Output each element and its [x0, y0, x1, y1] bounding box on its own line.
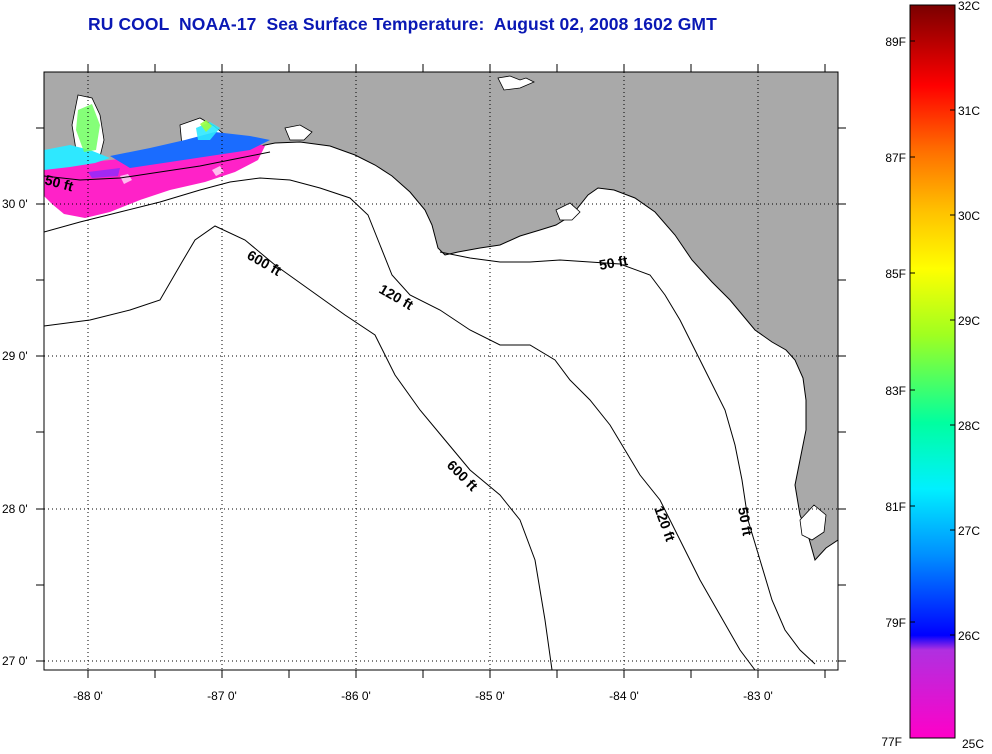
contour-label-50ft-west: 50 ft — [43, 171, 75, 194]
lon-label-86: -86 0' — [341, 689, 371, 703]
cb-label-32c: 32C — [958, 0, 980, 13]
colorbar-gradient — [909, 4, 956, 739]
cb-label-26c: 26C — [958, 629, 980, 643]
lat-label-27: 27 0' — [2, 654, 28, 668]
contour-label-50ft-south: 50 ft — [735, 506, 756, 537]
contour-label-50ft-north: 50 ft — [598, 252, 629, 273]
graticule — [44, 72, 838, 670]
contour-120ft — [44, 177, 756, 670]
right-ticks — [838, 127, 846, 662]
cb-label-25c: 25C — [962, 737, 984, 751]
sst-data-patch — [44, 104, 270, 218]
cb-label-28c: 28C — [958, 419, 980, 433]
lat-label-28: 28 0' — [2, 502, 28, 516]
contours — [44, 151, 816, 670]
bottom-ticks — [87, 670, 826, 678]
lon-label-84: -84 0' — [609, 689, 639, 703]
map-title: RU COOL NOAA-17 Sea Surface Temperature:… — [88, 14, 717, 34]
colorbar: 32C 31C 30C 29C 28C 27C 26C 25C 89F 87F … — [881, 0, 984, 751]
tampa-bay — [799, 504, 827, 541]
cb-label-31c: 31C — [958, 104, 980, 118]
cb-label-30c: 30C — [958, 209, 980, 223]
lon-label-83: -83 0' — [743, 689, 773, 703]
apalachee-bay-inlet — [555, 202, 581, 221]
left-ticks — [36, 127, 44, 662]
map-area: 50 ft 600 ft 120 ft 50 ft 600 ft 120 ft … — [43, 72, 838, 670]
cb-label-85f: 85F — [885, 267, 906, 281]
cb-label-81f: 81F — [885, 500, 906, 514]
lake-blob — [497, 75, 535, 91]
cb-label-27c: 27C — [958, 524, 980, 538]
map-frame — [43, 71, 839, 671]
lat-label-30: 30 0' — [2, 197, 28, 211]
cb-label-29c: 29C — [958, 314, 980, 328]
lon-label-88: -88 0' — [73, 689, 103, 703]
lon-label-85: -85 0' — [475, 689, 505, 703]
contour-600ft — [44, 225, 553, 670]
cb-label-79f: 79F — [885, 616, 906, 630]
contour-50ft-west — [44, 151, 271, 181]
cb-label-89f: 89F — [885, 35, 906, 49]
top-ticks — [87, 64, 826, 72]
lon-label-87: -87 0' — [207, 689, 237, 703]
cb-label-77f: 77F — [881, 735, 902, 749]
contour-50ft-east — [439, 251, 816, 665]
choctaw-bay — [284, 124, 313, 141]
lat-label-29: 29 0' — [2, 349, 28, 363]
cb-label-87f: 87F — [885, 151, 906, 165]
cb-label-83f: 83F — [885, 384, 906, 398]
